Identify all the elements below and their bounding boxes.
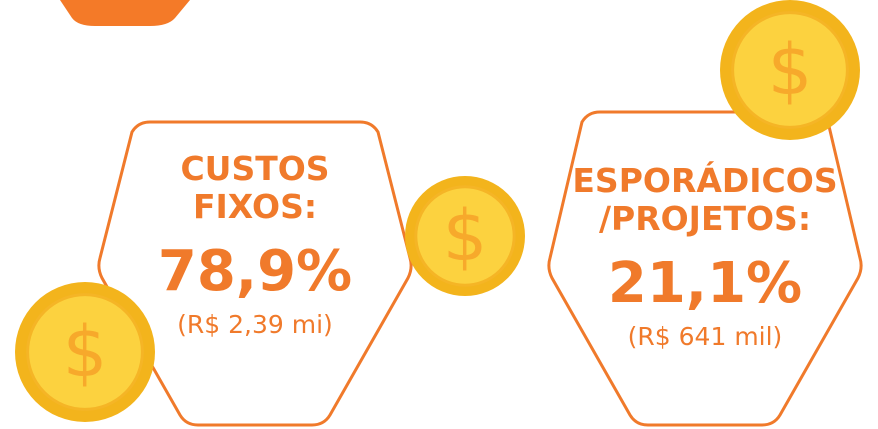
coin-face bbox=[731, 11, 849, 129]
coin-symbol: $ bbox=[443, 195, 488, 277]
card-title: CUSTOS bbox=[180, 149, 329, 188]
coin: $ bbox=[720, 0, 860, 140]
coin: $ bbox=[15, 282, 155, 422]
top-tab bbox=[60, 0, 190, 26]
hexagon bbox=[97, 120, 413, 427]
card-percent: 21,1% bbox=[608, 251, 802, 316]
coin-symbol: $ bbox=[63, 311, 108, 393]
coin-symbol: $ bbox=[768, 29, 813, 111]
card-percent: 78,9% bbox=[158, 239, 352, 304]
card-amount: (R$ 641 mil) bbox=[628, 322, 783, 351]
coin-face bbox=[414, 185, 516, 287]
card-amount: (R$ 2,39 mi) bbox=[177, 310, 333, 339]
card-title: /PROJETOS: bbox=[599, 199, 811, 238]
card-title: FIXOS: bbox=[193, 187, 317, 226]
coin-face bbox=[26, 293, 144, 411]
coin: $ bbox=[405, 176, 525, 296]
card-title: ESPORÁDICOS bbox=[572, 160, 837, 200]
